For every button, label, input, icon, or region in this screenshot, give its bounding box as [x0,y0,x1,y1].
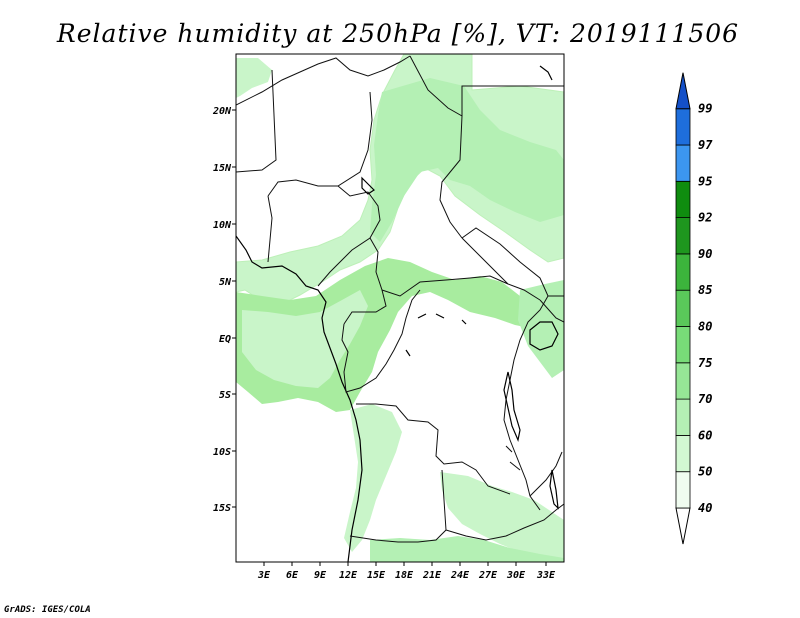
colorbar-label: 97 [698,138,713,152]
humidity-area-sahel [370,78,564,242]
humidity-area-angola [344,404,402,552]
lat-label: 5S [219,390,231,401]
colorbar-swatch [675,434,691,473]
colorbar-label: 80 [698,320,712,334]
colorbar-swatch [675,289,691,327]
colorbar-swatch [675,180,691,219]
map-title: Relative humidity at 250hPa [%], VT: 201… [56,19,739,48]
coastline-west-africa [236,235,363,562]
border-cameroon [343,237,387,325]
map-panel: 3E 6E 9E 12E 15E 18E 21E 24E 27E 30E 33E… [212,53,565,581]
colorbar-swatch [675,471,691,509]
lat-label: 10S [213,447,231,458]
lon-label: 27E [478,570,498,581]
lat-label: 15N [213,163,232,174]
colorbar: 40 50 60 70 75 80 85 90 92 95 97 99 [675,72,713,545]
colorbar-swatch [675,398,691,436]
colorbar-label: 50 [698,465,712,479]
colorbar-label: 92 [698,211,712,225]
country-borders [236,55,564,562]
colorbar-label: 60 [698,428,712,442]
longitude-axis: 3E 6E 9E 12E 15E 18E 21E 24E 27E 30E 33E [257,562,556,581]
colorbar-swatch [675,253,691,291]
border-tanzania [529,299,564,497]
humidity-area-east [518,280,564,378]
lake-tanganyika [503,371,521,443]
lon-tick-marks [263,562,547,566]
congo-river-islands [405,313,467,357]
lon-label: 18E [395,570,414,581]
border-nigeria [267,185,381,287]
border-angola-zambia [349,469,447,543]
lake-malawi [549,469,559,510]
border-niger-chad [409,55,463,239]
colorbar-label: 70 [698,392,712,406]
colorbar-label: 85 [698,283,712,297]
lon-label: 3E [257,570,271,581]
lon-label: 15E [367,570,386,581]
lat-label: 10N [213,220,232,231]
lon-label: 12E [339,570,358,581]
lon-label: 30E [506,570,526,581]
lon-label: 24E [450,570,470,581]
border-algeria-niger [236,55,411,106]
colorbar-label: 90 [698,247,712,261]
colorbar-label: 95 [698,174,712,188]
lake-victoria [529,321,559,351]
humidity-field [236,54,564,562]
lon-label: 6E [286,570,299,581]
colorbar-swatch [675,108,691,146]
border-lake-ring [505,445,521,471]
lat-label: 5N [219,277,232,288]
border-car [381,237,541,301]
lon-label: 9E [314,570,327,581]
colorbar-swatch [675,326,691,364]
humidity-area-zambia [440,472,564,560]
lat-label: 20N [212,106,232,117]
latitude-axis: 20N 15N 10N 5N EQ 5S 10S 15S [212,106,236,514]
red-sea-coast [539,65,553,81]
humidity-area-west-core [242,290,368,388]
lake-chad [361,176,375,195]
humidity-area-northwest [236,58,272,98]
humidity-area-south [370,536,564,562]
colorbar-swatch [675,144,691,182]
lon-label: 33E [536,570,556,581]
lat-label: 15S [213,503,231,514]
colorbar-arrow-high [675,72,691,110]
lon-label: 21E [422,570,442,581]
lat-tick-marks [232,109,236,508]
colorbar-label: 99 [698,102,712,116]
colorbar-label: 75 [698,356,712,370]
border-zambia-south [445,503,564,541]
colorbar-swatch [675,362,691,400]
grads-credit: GrADS: IGES/COLA [4,605,91,615]
border-drc-angola [356,403,511,495]
colorbar-swatch [675,217,691,255]
colorbar-label: 40 [698,501,712,515]
colorbar-arrow-low [675,507,691,545]
map-frame [235,53,565,563]
border-mali-niger [236,69,277,173]
border-congo [341,289,421,393]
lat-label: EQ [219,334,231,345]
